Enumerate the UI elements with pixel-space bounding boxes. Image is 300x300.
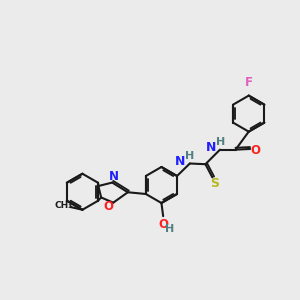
Text: N: N (175, 155, 185, 168)
Text: O: O (250, 144, 260, 157)
Text: H: H (166, 224, 175, 234)
Text: F: F (245, 76, 253, 89)
Text: N: N (109, 170, 119, 183)
Text: H: H (216, 137, 225, 147)
Text: N: N (206, 141, 216, 154)
Text: S: S (210, 177, 219, 190)
Text: CH₃: CH₃ (55, 201, 73, 210)
Text: O: O (103, 200, 113, 213)
Text: O: O (158, 218, 168, 231)
Text: H: H (184, 151, 194, 161)
